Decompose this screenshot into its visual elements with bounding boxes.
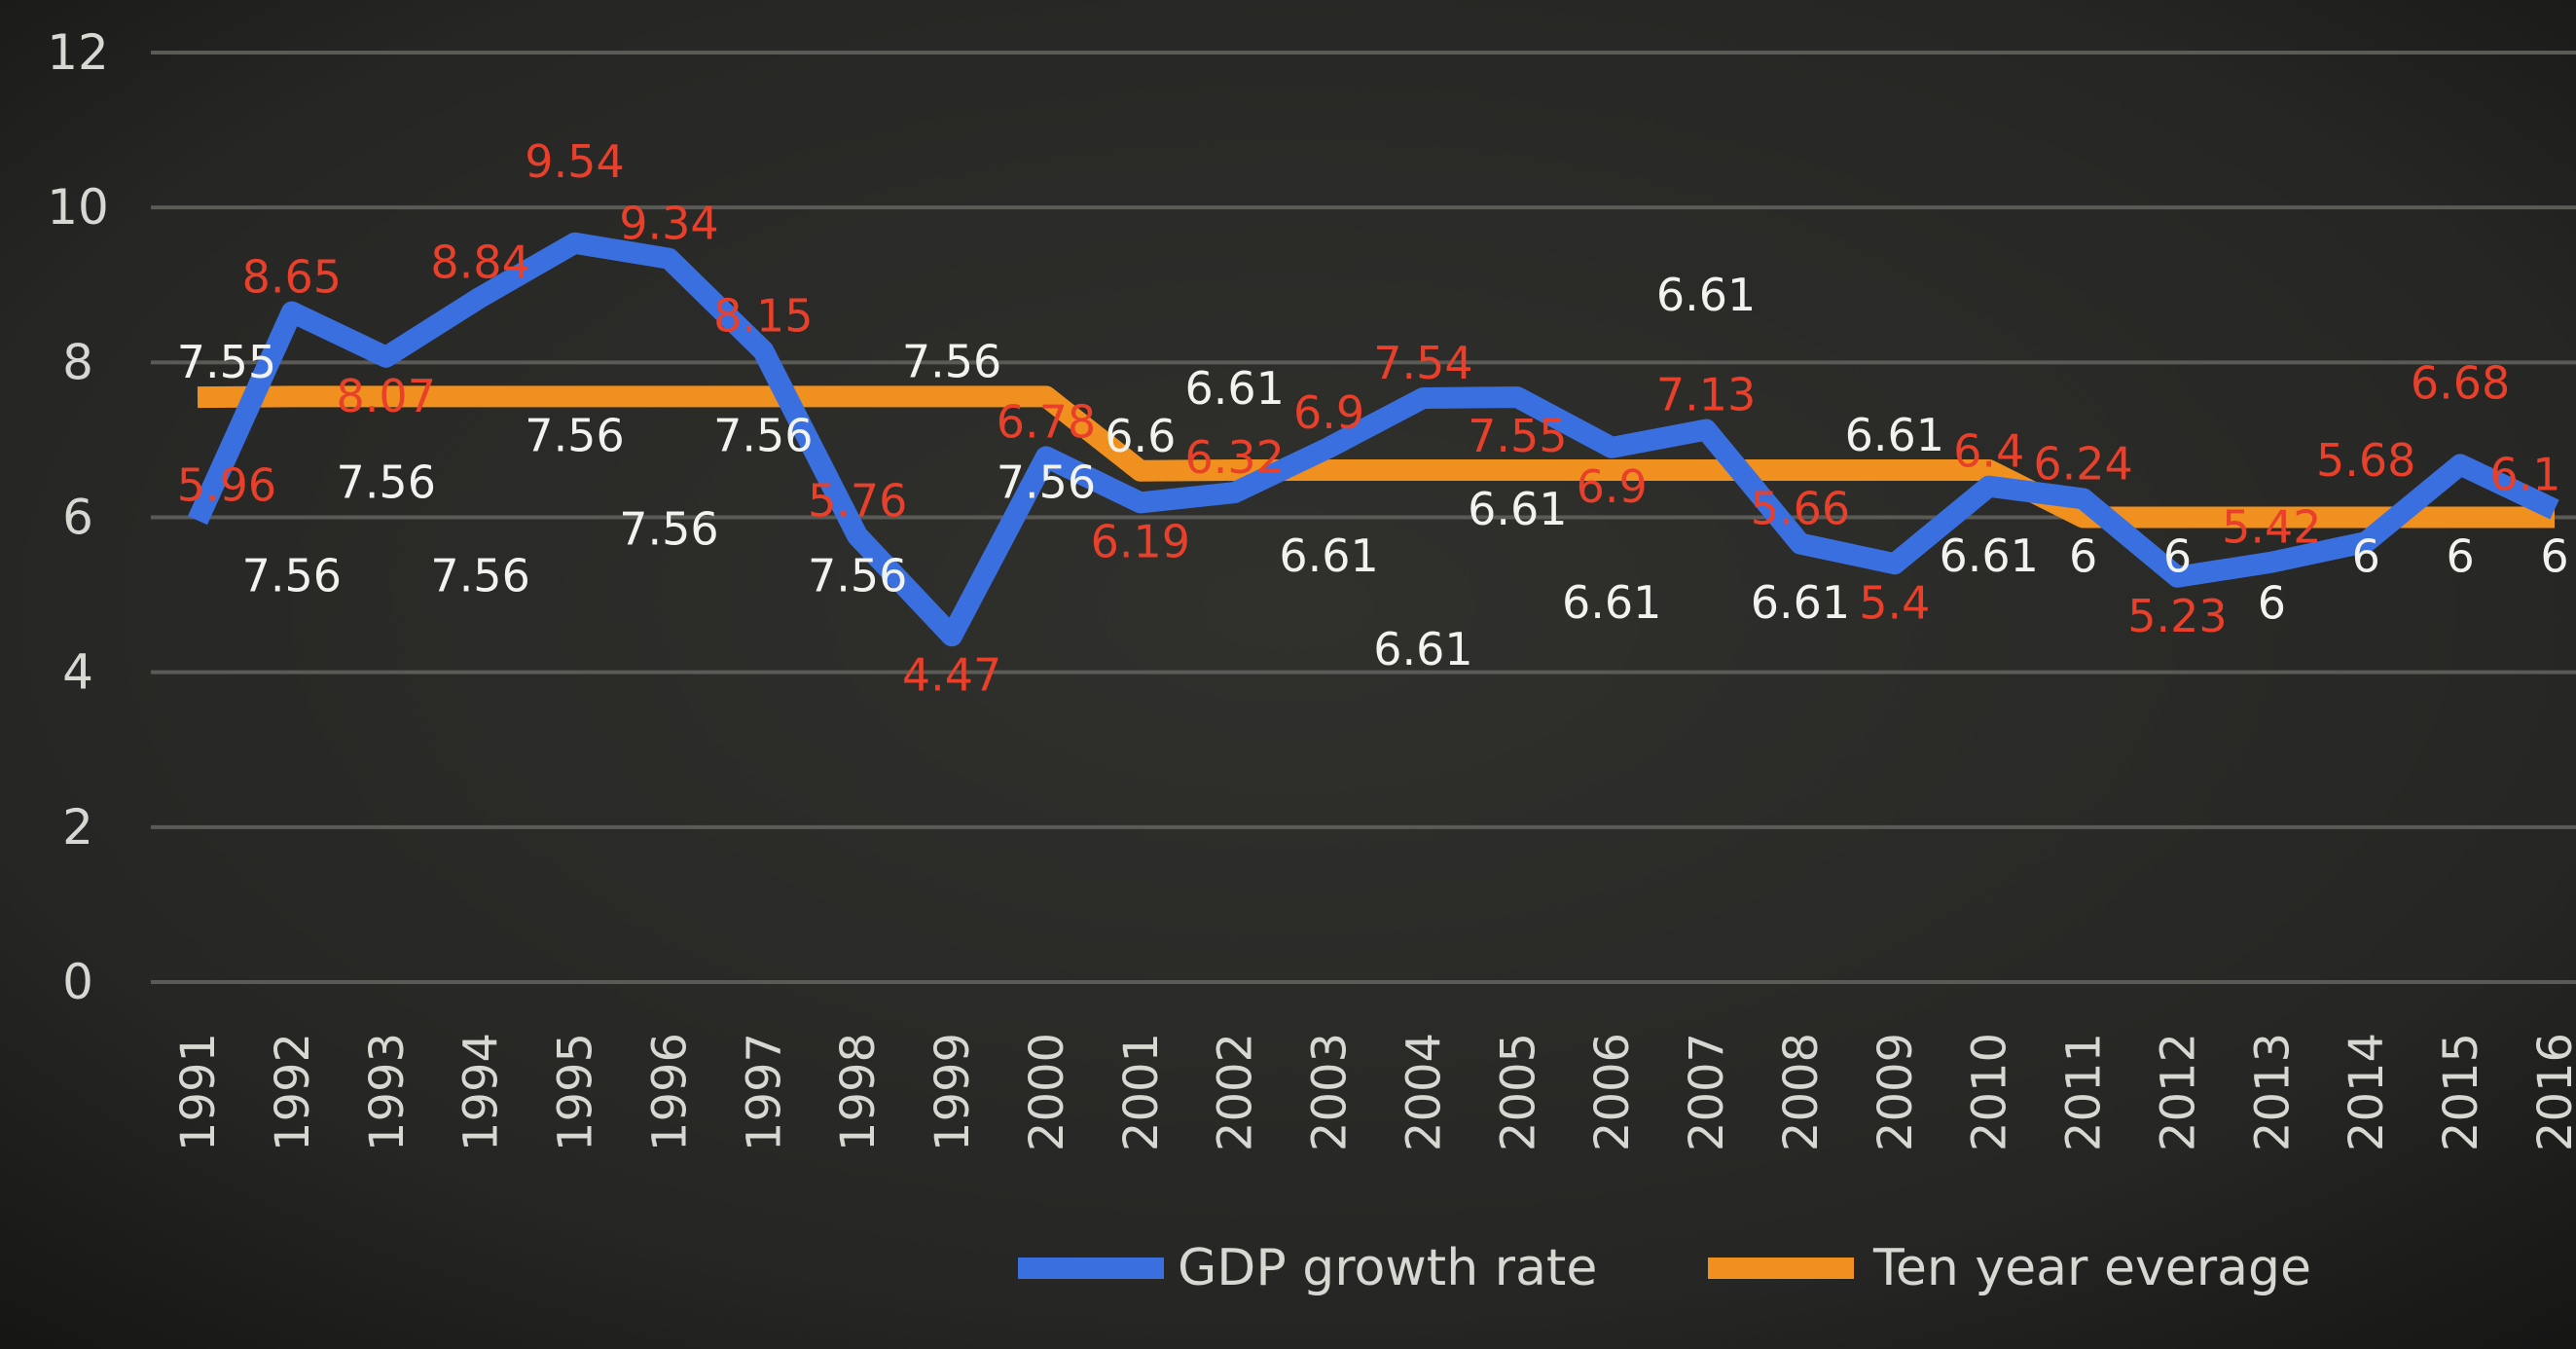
data-label: 8.07	[337, 370, 436, 422]
data-label: 6.61	[1373, 623, 1472, 675]
data-label: 5.66	[1751, 483, 1850, 535]
x-tick-label: 2016	[2528, 1033, 2576, 1151]
data-label: 6	[2258, 577, 2286, 630]
data-label: 6.9	[1577, 460, 1648, 513]
data-label: 7.55	[1468, 410, 1567, 462]
x-tick-label: 1993	[360, 1033, 415, 1151]
data-label: 6.32	[1184, 431, 1284, 484]
data-label: 8.84	[430, 236, 529, 288]
x-tick-label: 2008	[1774, 1033, 1829, 1151]
y-tick-label: 4	[62, 644, 93, 701]
x-tick-label: 2000	[1020, 1033, 1074, 1151]
data-label: 7.56	[430, 549, 529, 602]
data-label: 5.96	[177, 459, 276, 512]
data-label: 6.61	[1940, 529, 2039, 582]
x-tick-label: 2012	[2151, 1033, 2205, 1151]
data-label: 5.42	[2222, 501, 2321, 554]
data-label: 7.55	[177, 336, 276, 388]
y-axis-ticks: 0 2 4 6 8 10 12	[47, 24, 109, 1010]
data-label: 6.61	[1468, 483, 1567, 535]
data-label: 6	[2540, 530, 2568, 583]
x-tick-label: 2001	[1114, 1033, 1169, 1151]
legend-label: GDP growth rate	[1178, 1239, 1597, 1297]
x-tick-label: 2014	[2340, 1033, 2394, 1151]
y-tick-label: 12	[47, 24, 109, 81]
x-tick-label: 2015	[2434, 1033, 2488, 1151]
data-label: 7.13	[1656, 369, 1756, 421]
x-tick-label: 2002	[1209, 1033, 1263, 1151]
y-tick-label: 6	[62, 490, 93, 546]
data-label: 7.56	[997, 456, 1096, 508]
x-tick-label: 1999	[925, 1033, 980, 1151]
x-axis-ticks: 1991 1992 1993 1994 1995 1996 1997 1998 1999 2000…	[171, 1033, 2576, 1151]
x-tick-label: 1994	[454, 1033, 509, 1151]
x-tick-label: 1992	[266, 1033, 320, 1151]
data-label: 9.34	[619, 198, 718, 250]
data-label: 5.76	[808, 475, 907, 528]
x-tick-label: 2013	[2245, 1033, 2300, 1151]
series-line-ten-year-average	[197, 385, 2555, 529]
data-label: 6.61	[1751, 576, 1850, 629]
data-label: 8.65	[242, 251, 342, 304]
y-tick-label: 0	[62, 954, 93, 1010]
legend: GDP growth rate Ten year everage	[1018, 1239, 2311, 1297]
x-tick-label: 1991	[171, 1033, 226, 1151]
data-label: 6	[2446, 530, 2474, 583]
data-label: 6.6	[1105, 410, 1176, 462]
x-tick-label: 2004	[1397, 1033, 1451, 1151]
data-label: 9.54	[525, 135, 624, 188]
data-label: 7.54	[1373, 337, 1472, 389]
data-label: 4.47	[902, 648, 1001, 701]
data-label: 7.56	[713, 409, 813, 461]
legend-label: Ten year everage	[1872, 1239, 2311, 1297]
x-tick-label: 1997	[737, 1033, 791, 1151]
data-label: 6.61	[1845, 409, 1944, 461]
x-tick-label: 2005	[1491, 1033, 1545, 1151]
data-labels: 5.96 8.65 8.07 8.84 9.54 9.34 8.15 5.76 4.47 6.78…	[177, 135, 2569, 701]
data-label: 6.68	[2411, 356, 2510, 409]
data-label: 6.61	[1184, 362, 1284, 415]
x-tick-label: 2011	[2057, 1033, 2112, 1151]
y-tick-label: 8	[62, 334, 93, 390]
data-label: 5.68	[2316, 434, 2415, 487]
x-tick-label: 2007	[1680, 1033, 1734, 1151]
data-label: 6.61	[1656, 269, 1756, 321]
data-label: 7.56	[337, 456, 436, 508]
x-tick-label: 2006	[1585, 1033, 1640, 1151]
data-label: 7.56	[902, 335, 1001, 387]
x-tick-label: 1995	[549, 1033, 603, 1151]
data-label: 6.9	[1293, 386, 1364, 439]
y-tick-label: 10	[47, 179, 109, 236]
series-lines	[187, 232, 2559, 647]
data-label: 7.56	[619, 502, 718, 555]
data-label: 6.19	[1091, 515, 1190, 567]
gridlines	[151, 51, 2576, 984]
series-line-gdp-growth-rate	[187, 232, 2559, 647]
x-tick-label: 2010	[1963, 1033, 2017, 1151]
data-label: 6	[2163, 530, 2192, 583]
data-label: 6.4	[1953, 425, 2024, 478]
data-label: 6.1	[2489, 449, 2560, 501]
x-tick-label: 1996	[642, 1033, 697, 1151]
data-label: 6.61	[1279, 529, 1378, 582]
data-label: 6.24	[2033, 437, 2132, 490]
x-tick-label: 1998	[831, 1033, 886, 1151]
y-tick-label: 2	[62, 799, 93, 856]
data-label: 5.4	[1859, 576, 1930, 629]
data-label: 7.56	[242, 549, 342, 602]
x-tick-label: 2003	[1303, 1033, 1358, 1151]
data-label: 7.56	[525, 409, 624, 461]
data-label: 6.78	[997, 395, 1096, 448]
data-label: 8.15	[713, 289, 813, 342]
x-tick-label: 2009	[1869, 1033, 1923, 1151]
data-label: 5.23	[2127, 590, 2227, 642]
data-label: 6	[2069, 530, 2097, 583]
data-label: 6	[2352, 530, 2380, 583]
data-label: 6.61	[1562, 576, 1661, 629]
data-label: 7.56	[808, 549, 907, 602]
